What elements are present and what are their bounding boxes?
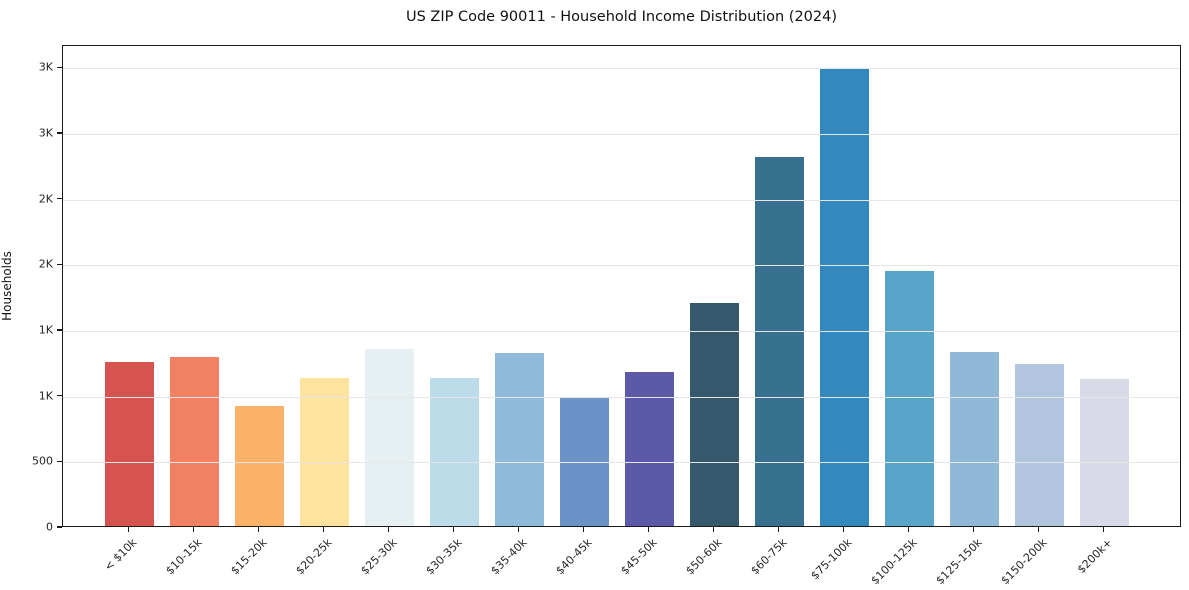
y-tick-mark bbox=[57, 460, 62, 462]
bar-< $10k bbox=[104, 361, 154, 526]
x-tick-mark bbox=[517, 527, 519, 532]
x-tick-mark bbox=[972, 527, 974, 532]
gridline-y-500 bbox=[63, 462, 1180, 464]
bar-$20-25k bbox=[299, 377, 349, 526]
bar-$40-45k bbox=[559, 397, 609, 526]
bar-$60-75k bbox=[754, 156, 804, 526]
x-tick-mark bbox=[712, 527, 714, 532]
x-tick-mark bbox=[647, 527, 649, 532]
x-tick-mark bbox=[1102, 527, 1104, 532]
x-tick-mark bbox=[1037, 527, 1039, 532]
x-tick-mark bbox=[777, 527, 779, 532]
bar-$200k+ bbox=[1079, 378, 1129, 526]
y-tick-label: 3K bbox=[38, 60, 53, 74]
gridline-y-3500 bbox=[63, 68, 1180, 70]
gridline-y-2500 bbox=[63, 199, 1180, 201]
bar-$10-15k bbox=[169, 357, 219, 526]
bar-$25-30k bbox=[364, 348, 414, 526]
y-tick-label: 0 bbox=[46, 520, 53, 534]
plot-area bbox=[62, 45, 1181, 527]
x-tick-label: $30-35k bbox=[423, 536, 465, 578]
gridline-y-3000 bbox=[63, 134, 1180, 135]
bar-$45-50k bbox=[624, 371, 674, 526]
x-tick-label: $40-45k bbox=[553, 536, 595, 578]
bar-$50-60k bbox=[689, 303, 739, 526]
x-tick-label: $75-100k bbox=[808, 536, 855, 583]
gridline-y-2000 bbox=[63, 265, 1180, 267]
x-tick-mark bbox=[582, 527, 584, 532]
gridline-y-1500 bbox=[63, 331, 1180, 332]
x-tick-label: $150-200k bbox=[998, 536, 1050, 588]
x-tick-mark bbox=[257, 527, 259, 532]
x-tick-label: $45-50k bbox=[618, 536, 660, 578]
bar-$75-100k bbox=[819, 67, 869, 526]
y-tick-mark bbox=[57, 263, 62, 265]
y-tick-mark bbox=[57, 395, 62, 397]
bar-$100-125k bbox=[884, 270, 934, 526]
bar-$150-200k bbox=[1014, 363, 1064, 526]
x-tick-label: $25-30k bbox=[358, 536, 400, 578]
x-tick-label: $100-125k bbox=[868, 536, 920, 588]
x-tick-mark bbox=[842, 527, 844, 532]
x-tick-label: $20-25k bbox=[293, 536, 335, 578]
x-tick-label: $60-75k bbox=[748, 536, 790, 578]
x-tick-label: $10-15k bbox=[163, 536, 205, 578]
bar-$125-150k bbox=[949, 352, 999, 526]
chart-title: US ZIP Code 90011 - Household Income Dis… bbox=[405, 9, 838, 25]
x-tick-mark bbox=[192, 527, 194, 532]
x-tick-label: $35-40k bbox=[488, 536, 530, 578]
y-tick-label: 1K bbox=[38, 323, 53, 337]
y-tick-label: 1K bbox=[38, 389, 53, 403]
x-tick-mark bbox=[127, 527, 129, 532]
bar-$35-40k bbox=[494, 353, 544, 526]
y-tick-label: 2K bbox=[38, 192, 53, 206]
y-tick-mark bbox=[57, 329, 62, 331]
x-tick-mark bbox=[322, 527, 324, 532]
y-tick-mark bbox=[57, 526, 62, 528]
x-tick-label: $15-20k bbox=[228, 536, 270, 578]
y-tick-label: 500 bbox=[32, 454, 53, 468]
y-tick-label: 3K bbox=[38, 126, 53, 140]
x-tick-mark bbox=[452, 527, 454, 532]
x-tick-label: $200k+ bbox=[1074, 536, 1115, 577]
y-tick-mark bbox=[57, 198, 62, 200]
y-tick-mark bbox=[57, 66, 62, 68]
y-tick-mark bbox=[57, 132, 62, 134]
x-tick-label: $50-60k bbox=[683, 536, 725, 578]
x-tick-mark bbox=[387, 527, 389, 532]
x-tick-label: < $10k bbox=[101, 536, 140, 574]
bar-$30-35k bbox=[429, 378, 479, 526]
bar-$15-20k bbox=[234, 405, 284, 526]
y-tick-label: 2K bbox=[38, 257, 53, 271]
x-tick-label: $125-150k bbox=[933, 536, 985, 588]
x-tick-mark bbox=[907, 527, 909, 532]
gridline-y-1000 bbox=[63, 396, 1180, 398]
